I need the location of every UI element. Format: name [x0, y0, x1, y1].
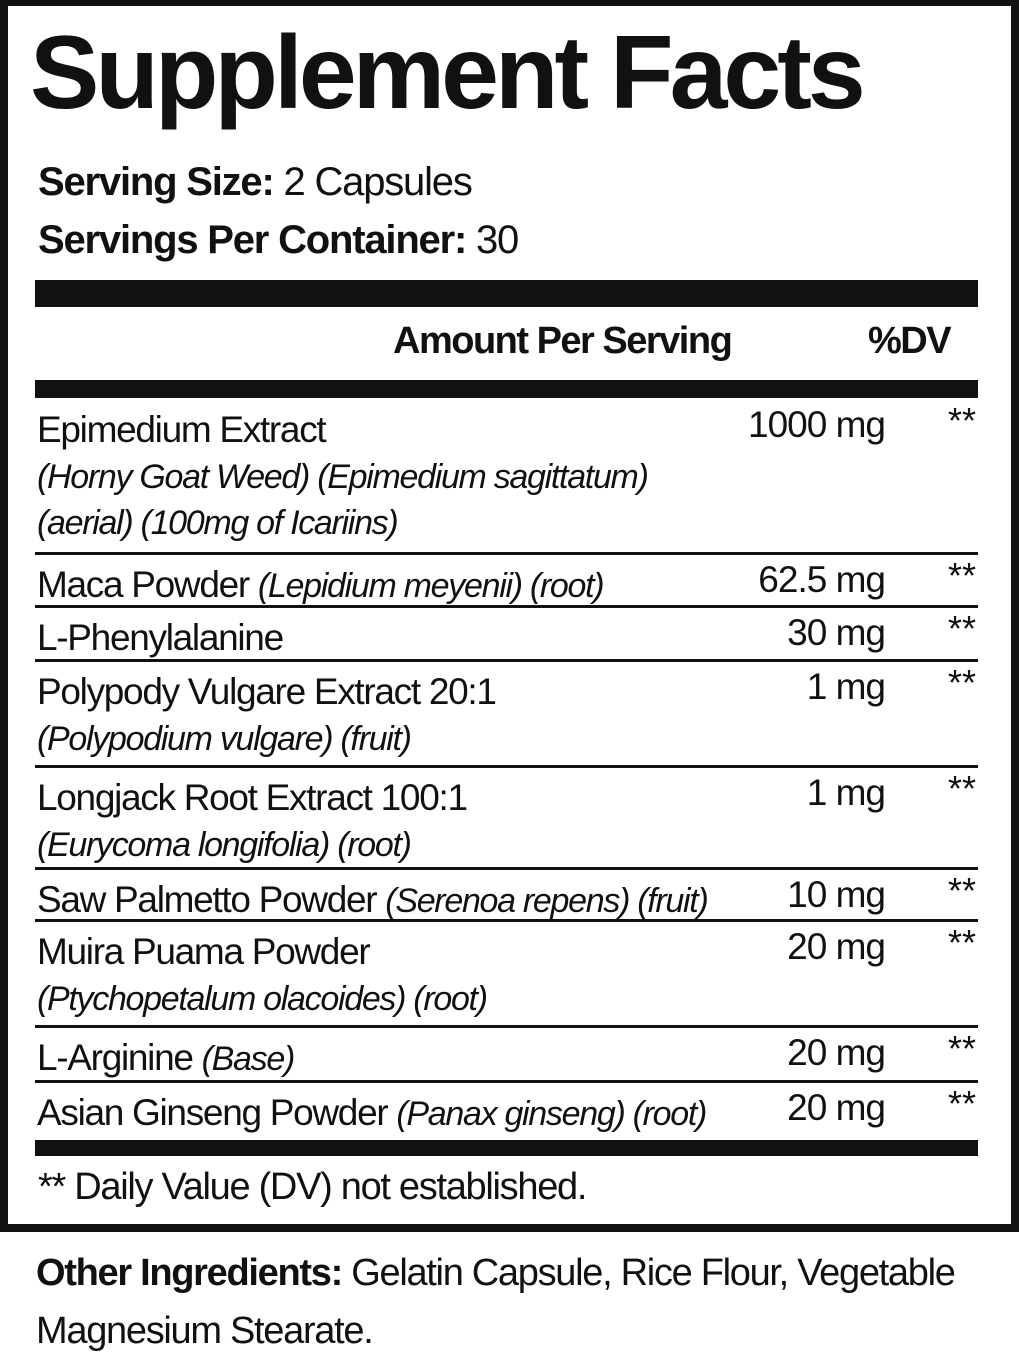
ingredient-row: Muira Puama Powder (Ptychopetalum olacoid… [35, 922, 978, 1028]
ingredient-detail: (Base) [201, 1040, 296, 1078]
ingredient-dv: ** [947, 1083, 976, 1124]
thick-divider [35, 280, 978, 307]
ingredient-subtext: (Ptychopetalum olacoides) (root) [37, 980, 488, 1018]
ingredient-name: Polypody Vulgare Extract 20:1 (Polypodium… [37, 668, 497, 762]
ingredient-subtext: (Polypodium vulgare) (fruit) [37, 720, 412, 758]
ingredient-amount: 1 mg [806, 772, 886, 813]
servings-per-container-label: Servings Per Container: [38, 218, 467, 262]
ingredient-row: Longjack Root Extract 100:1 (Eurycoma lon… [35, 768, 978, 870]
ingredient-name-text: Polypody Vulgare Extract 20:1 [37, 671, 497, 712]
ingredient-amount: 20 mg [787, 926, 886, 967]
ingredient-name: Muira Puama Powder (Ptychopetalum olacoid… [37, 928, 488, 1022]
ingredient-amount: 20 mg [787, 1032, 886, 1073]
serving-size: Serving Size: 2 Capsules [38, 160, 473, 205]
thick-divider [35, 1140, 978, 1156]
ingredient-name: Longjack Root Extract 100:1 (Eurycoma lon… [37, 774, 468, 868]
ingredient-amount: 20 mg [787, 1087, 886, 1128]
ingredient-row: Polypody Vulgare Extract 20:1 (Polypodium… [35, 662, 978, 768]
ingredient-dv: ** [947, 608, 976, 649]
footnote: ** Daily Value (DV) not established. [38, 1166, 587, 1208]
supplement-facts-panel [0, 0, 1019, 1232]
ingredient-dv: ** [947, 400, 976, 441]
ingredient-amount: 1 mg [806, 666, 886, 707]
thick-divider [35, 380, 978, 398]
ingredient-dv: ** [947, 870, 976, 911]
serving-size-label: Serving Size: [38, 160, 275, 204]
ingredient-name: Saw Palmetto Powder (Serenoa repens) (fr… [37, 876, 709, 925]
ingredient-name-text: Saw Palmetto Powder [37, 879, 378, 920]
ingredient-amount: 62.5 mg [758, 559, 886, 600]
ingredient-dv: ** [947, 555, 976, 596]
other-ingredients-value: Gelatin Capsule, Rice Flour, Vegetable M… [36, 1252, 956, 1352]
ingredient-dv: ** [947, 922, 976, 963]
ingredient-amount: 30 mg [787, 612, 886, 653]
other-ingredients-label: Other Ingredients: [36, 1252, 343, 1294]
ingredient-row: L-Phenylalanine 30 mg ** [35, 608, 978, 662]
ingredient-row: Epimedium Extract (Horny Goat Weed) (Epim… [35, 400, 978, 555]
ingredient-name-text: Muira Puama Powder [37, 931, 371, 972]
ingredient-name: L-Phenylalanine [37, 614, 284, 662]
ingredient-detail: (Panax ginseng) (root) [396, 1095, 707, 1133]
ingredient-dv: ** [947, 1028, 976, 1069]
ingredient-subtext: (aerial) (100mg of Icariins) [37, 504, 399, 542]
servings-per-container-value: 30 [476, 218, 519, 262]
ingredient-name: Asian Ginseng Powder (Panax ginseng) (ro… [37, 1089, 707, 1138]
ingredient-dv: ** [947, 768, 976, 809]
ingredient-row: Asian Ginseng Powder (Panax ginseng) (ro… [35, 1083, 978, 1137]
ingredient-row: Saw Palmetto Powder (Serenoa repens) (fr… [35, 870, 978, 922]
ingredient-name: Epimedium Extract (Horny Goat Weed) (Epim… [37, 406, 649, 546]
amount-header: Amount Per Serving [393, 320, 733, 362]
dv-header: %DV [868, 320, 952, 362]
ingredient-detail: (Lepidium meyenii) (root) [257, 567, 605, 605]
ingredient-name-text: L-Phenylalanine [37, 617, 284, 658]
ingredient-amount: 10 mg [787, 874, 886, 915]
panel-title: Supplement Facts [30, 15, 866, 131]
ingredient-dv: ** [947, 662, 976, 703]
ingredient-subtext: (Eurycoma longifolia) (root) [37, 826, 412, 864]
ingredient-row: Maca Powder (Lepidium meyenii) (root) 62.… [35, 555, 978, 608]
servings-per-container: Servings Per Container: 30 [38, 218, 519, 263]
serving-size-value: 2 Capsules [283, 160, 473, 204]
ingredient-name: Maca Powder (Lepidium meyenii) (root) [37, 561, 605, 610]
ingredient-name-text: Epimedium Extract [37, 409, 327, 450]
ingredient-detail: (Serenoa repens) (fruit) [385, 882, 708, 920]
ingredient-name: L-Arginine (Base) [37, 1034, 296, 1083]
ingredient-row: L-Arginine (Base) 20 mg ** [35, 1028, 978, 1083]
ingredient-amount: 1000 mg [748, 404, 886, 445]
other-ingredients: Other Ingredients: Gelatin Capsule, Rice… [36, 1244, 996, 1360]
ingredient-name-text: Maca Powder [37, 564, 250, 605]
ingredient-subtext: (Horny Goat Weed) (Epimedium sagittatum) [37, 458, 649, 496]
ingredient-name-text: Asian Ginseng Powder [37, 1092, 389, 1133]
ingredient-name-text: L-Arginine [37, 1037, 194, 1078]
ingredient-name-text: Longjack Root Extract 100:1 [37, 777, 468, 818]
